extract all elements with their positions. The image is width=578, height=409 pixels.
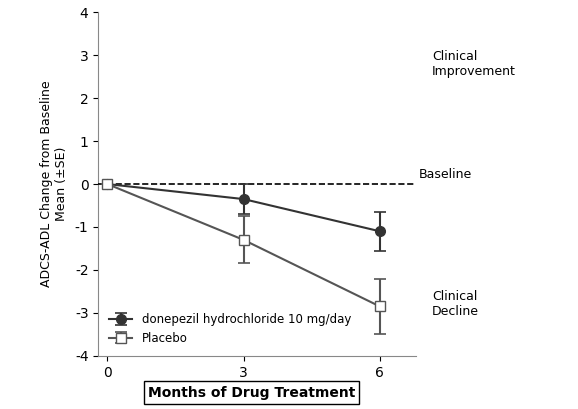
Legend: donepezil hydrochloride 10 mg/day, Placebo: donepezil hydrochloride 10 mg/day, Place…	[104, 308, 356, 350]
Text: Clinical
Decline: Clinical Decline	[432, 290, 479, 318]
Text: Baseline: Baseline	[418, 168, 472, 181]
Text: Clinical
Improvement: Clinical Improvement	[432, 50, 516, 78]
Text: Months of Drug Treatment: Months of Drug Treatment	[148, 386, 355, 400]
Y-axis label: ADCS-ADL Change from Baseline
Mean (±SE): ADCS-ADL Change from Baseline Mean (±SE)	[40, 81, 68, 288]
